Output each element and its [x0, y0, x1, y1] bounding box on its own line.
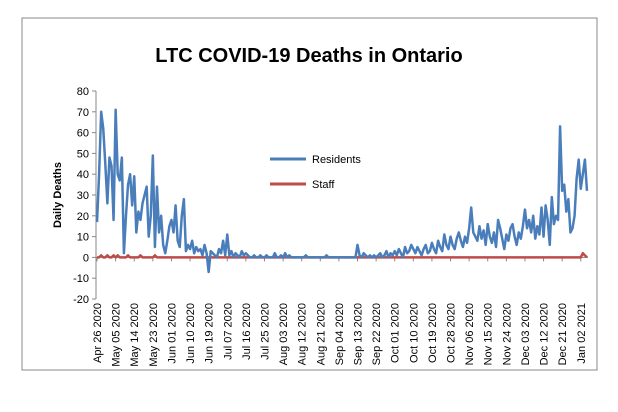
- x-tick-label: Dec 03 2020: [520, 303, 532, 365]
- x-tick-label: Sep 04 2020: [334, 303, 346, 365]
- x-tick-label: Oct 28 2020: [446, 303, 458, 363]
- x-tick-label: Oct 10 2020: [408, 303, 420, 363]
- series-line: [95, 108, 589, 274]
- legend-label: Staff: [312, 179, 335, 191]
- x-tick-label: Nov 15 2020: [483, 303, 495, 365]
- x-tick-label: Nov 06 2020: [464, 303, 476, 365]
- y-tick-label: 10: [77, 232, 89, 244]
- y-tick-label: 30: [77, 190, 89, 202]
- x-tick-label: Jun 01 2020: [166, 303, 178, 364]
- y-tick-label: 60: [77, 128, 89, 140]
- y-tick-label: 20: [77, 211, 89, 223]
- x-tick-label: Sep 22 2020: [371, 303, 383, 365]
- x-tick-label: May 14 2020: [129, 303, 141, 367]
- y-tick-label: 40: [77, 169, 89, 181]
- y-axis-label: Daily Deaths: [52, 162, 64, 228]
- legend-label: Residents: [312, 154, 361, 166]
- x-tick-label: Jul 25 2020: [259, 303, 271, 360]
- x-tick-label: Jun 19 2020: [204, 303, 216, 364]
- y-tick-label: 0: [83, 252, 89, 264]
- x-tick-label: Oct 19 2020: [427, 303, 439, 363]
- chart-title: LTC COVID-19 Deaths in Ontario: [155, 45, 462, 67]
- x-tick-label: Aug 12 2020: [297, 303, 309, 365]
- x-tick-label: Dec 12 2020: [539, 303, 551, 365]
- x-tick-label: Jul 07 2020: [222, 303, 234, 360]
- x-tick-label: May 23 2020: [148, 303, 160, 367]
- x-tick-label: Jan 02 2021: [576, 303, 588, 364]
- y-tick-label: 70: [77, 107, 89, 119]
- x-tick-label: Jul 16 2020: [241, 303, 253, 360]
- y-tick-label: -10: [73, 273, 89, 285]
- y-tick-label: 50: [77, 148, 89, 160]
- y-tick-label: -20: [73, 294, 89, 306]
- x-tick-label: Aug 03 2020: [278, 303, 290, 365]
- x-tick-label: Oct 01 2020: [390, 303, 402, 363]
- x-tick-label: Apr 26 2020: [92, 303, 104, 363]
- chart-frame: [21, 17, 598, 371]
- x-tick-label: Aug 21 2020: [315, 303, 327, 365]
- x-tick-label: Nov 24 2020: [501, 303, 513, 365]
- x-tick-label: Dec 21 2020: [557, 303, 569, 365]
- y-tick-label: 80: [77, 86, 89, 98]
- x-tick-label: Sep 13 2020: [353, 303, 365, 365]
- x-tick-label: Jun 10 2020: [185, 303, 197, 364]
- x-tick-label: May 05 2020: [111, 303, 123, 367]
